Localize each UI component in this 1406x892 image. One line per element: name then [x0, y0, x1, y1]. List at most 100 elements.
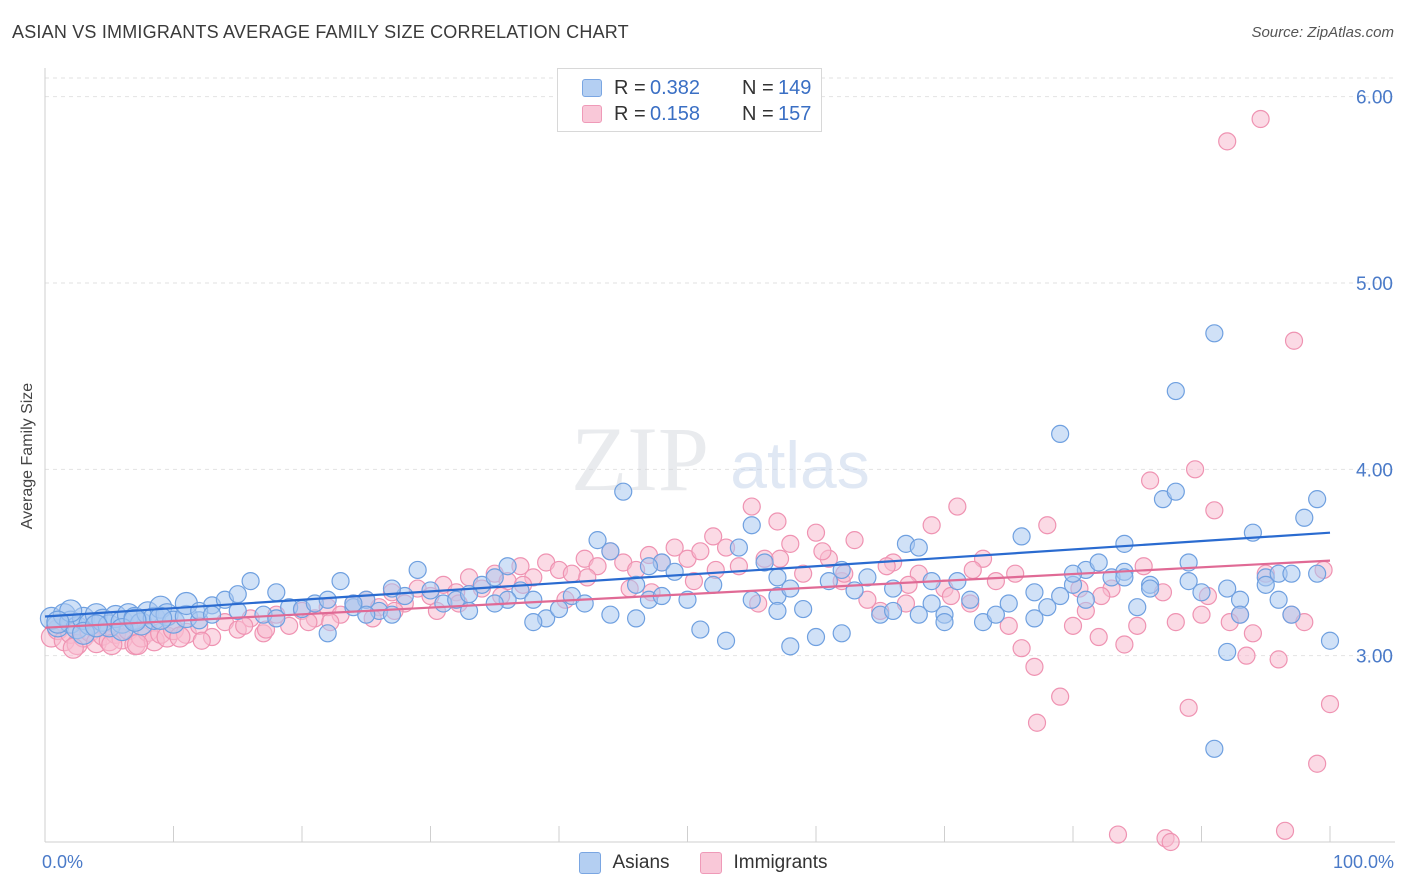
chart-source: Source: ZipAtlas.com: [1251, 24, 1394, 41]
y-tick-label: 3.00: [1356, 647, 1393, 668]
point-asians: [1051, 424, 1070, 444]
point-asians: [716, 631, 736, 650]
point-asians: [1308, 564, 1327, 583]
point-asians: [123, 608, 147, 632]
x-axis-max-label: 100.0%: [1332, 852, 1394, 872]
point-immigrants: [1205, 501, 1224, 520]
point-asians: [202, 605, 222, 624]
point-asians: [1282, 605, 1301, 624]
point-asians: [601, 542, 620, 561]
y-tick-label: 5.00: [1356, 274, 1393, 295]
point-asians: [704, 575, 723, 594]
point-asians: [1295, 508, 1314, 527]
bottom-legend: Asians Immigrants: [0, 852, 1406, 874]
point-asians: [1038, 598, 1057, 617]
y-tick-label: 6.00: [1356, 88, 1393, 109]
point-asians: [1192, 583, 1211, 602]
point-asians: [691, 620, 710, 639]
legend-r-label: R =: [614, 76, 646, 99]
point-immigrants: [999, 616, 1018, 635]
point-asians: [485, 568, 504, 587]
point-asians: [1089, 553, 1108, 572]
point-asians: [149, 606, 173, 630]
point-asians: [524, 613, 543, 632]
point-asians: [819, 572, 838, 591]
point-asians: [781, 637, 800, 656]
trend-line-asians: [44, 531, 1331, 618]
legend-r-label: R =: [614, 102, 646, 125]
axes: [44, 68, 1395, 843]
point-immigrants: [1218, 132, 1237, 151]
point-asians: [588, 531, 607, 550]
point-asians: [1025, 609, 1044, 628]
point-asians: [961, 590, 980, 609]
y-tick-label: 4.00: [1356, 460, 1393, 481]
point-asians: [1140, 579, 1160, 598]
point-immigrants: [1140, 471, 1160, 490]
point-asians: [1051, 586, 1070, 606]
legend-r-value: 0.158: [650, 102, 701, 125]
legend-n-value: 149: [778, 76, 812, 99]
point-immigrants: [1134, 557, 1153, 576]
point-asians: [794, 599, 813, 619]
point-immigrants: [1161, 832, 1180, 852]
point-asians: [986, 605, 1006, 624]
point-immigrants: [1179, 698, 1198, 717]
point-immigrants: [1089, 627, 1108, 647]
point-asians: [626, 609, 646, 628]
chart-title: ASIAN VS IMMIGRANTS AVERAGE FAMILY SIZE …: [12, 22, 629, 42]
point-asians: [999, 594, 1018, 613]
point-immigrants: [922, 516, 941, 535]
trend-line-immigrants: [44, 559, 1331, 629]
legend-swatch-immigrants: [582, 105, 602, 123]
point-asians: [1205, 739, 1224, 758]
point-asians: [768, 601, 787, 621]
point-immigrants: [1320, 695, 1340, 714]
point-asians: [228, 585, 247, 604]
legend-swatch-asians: [582, 79, 602, 97]
point-immigrants: [1012, 639, 1031, 658]
legend-row-asians: R = 0.382 N = 149: [582, 77, 811, 99]
point-immigrants: [1128, 616, 1147, 635]
bottom-legend-swatch-asians: [578, 852, 601, 874]
bottom-legend-asians: Asians: [578, 852, 670, 874]
point-immigrants: [986, 572, 1006, 591]
point-asians: [498, 557, 517, 576]
point-immigrants: [1192, 605, 1211, 624]
point-asians: [909, 538, 928, 557]
point-immigrants: [845, 531, 864, 550]
point-asians: [883, 601, 903, 621]
point-immigrants: [1092, 586, 1111, 606]
y-tick-labels: 3.00 4.00 5.00 6.00: [1356, 88, 1393, 668]
point-asians: [549, 599, 569, 619]
point-immigrants: [706, 560, 725, 580]
point-immigrants: [1006, 564, 1025, 583]
point-asians: [639, 557, 659, 576]
legend-n-label: N =: [742, 102, 774, 125]
point-asians: [806, 627, 826, 647]
point-asians: [729, 538, 749, 557]
point-immigrants: [806, 523, 826, 542]
point-immigrants: [781, 534, 800, 553]
point-immigrants: [691, 542, 710, 561]
point-asians: [909, 605, 928, 624]
point-asians: [755, 553, 774, 572]
point-asians: [922, 594, 941, 613]
watermark: ZIP atlas: [571, 408, 870, 510]
point-immigrants: [1251, 109, 1270, 129]
point-asians: [1308, 490, 1327, 509]
point-asians: [1115, 568, 1134, 587]
point-immigrants: [963, 560, 982, 580]
point-immigrants: [1243, 624, 1263, 643]
point-asians: [331, 572, 350, 591]
point-immigrants: [948, 497, 967, 516]
point-immigrants: [742, 497, 761, 516]
point-asians: [935, 613, 954, 632]
point-asians: [318, 590, 337, 609]
point-asians: [1218, 579, 1237, 598]
legend-n-value: 157: [778, 102, 812, 125]
point-asians: [1320, 631, 1340, 650]
point-asians: [601, 605, 620, 624]
point-immigrants: [1038, 516, 1057, 535]
point-asians: [665, 562, 684, 581]
